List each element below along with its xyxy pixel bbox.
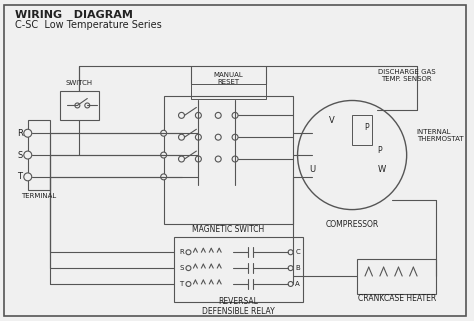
Circle shape	[195, 156, 201, 162]
Circle shape	[186, 266, 191, 271]
Circle shape	[195, 112, 201, 118]
Text: R: R	[17, 129, 23, 138]
Text: CRANKCASE HEATER: CRANKCASE HEATER	[357, 294, 436, 303]
Text: V: V	[329, 116, 335, 125]
Text: INTERNAL
THERMOSTAT: INTERNAL THERMOSTAT	[417, 129, 463, 142]
Circle shape	[215, 134, 221, 140]
Bar	[191, 84, 266, 99]
Circle shape	[288, 282, 293, 286]
Circle shape	[24, 173, 32, 181]
Bar	[357, 259, 437, 294]
Text: P: P	[365, 123, 369, 132]
Circle shape	[232, 156, 238, 162]
Text: C: C	[295, 249, 300, 255]
Text: TERMINAL: TERMINAL	[21, 193, 56, 199]
Text: C-SC  Low Temperature Series: C-SC Low Temperature Series	[15, 20, 162, 30]
Circle shape	[195, 134, 201, 140]
Circle shape	[179, 134, 184, 140]
Circle shape	[24, 151, 32, 159]
Circle shape	[288, 266, 293, 271]
Text: REVERSAL
DEFENSIBLE RELAY: REVERSAL DEFENSIBLE RELAY	[201, 297, 274, 317]
Text: U: U	[310, 165, 316, 174]
Text: DISCHARGE GAS
TEMP. SENSOR: DISCHARGE GAS TEMP. SENSOR	[378, 69, 436, 82]
Text: MAGNETIC SWITCH: MAGNETIC SWITCH	[192, 225, 264, 234]
Text: A: A	[295, 281, 300, 287]
Text: MANUAL
RESET: MANUAL RESET	[213, 72, 243, 85]
Text: COMPRESSOR: COMPRESSOR	[326, 220, 379, 229]
Text: T: T	[179, 281, 183, 287]
Text: WIRING   DIAGRAM: WIRING DIAGRAM	[15, 10, 133, 20]
Circle shape	[179, 156, 184, 162]
Text: S: S	[179, 265, 184, 271]
Text: P: P	[378, 146, 382, 155]
Circle shape	[179, 112, 184, 118]
Bar	[164, 96, 292, 224]
Circle shape	[85, 103, 90, 108]
Circle shape	[215, 112, 221, 118]
Text: T: T	[18, 172, 22, 181]
Text: SWITCH: SWITCH	[66, 80, 93, 86]
Circle shape	[232, 112, 238, 118]
Circle shape	[75, 103, 80, 108]
Text: W: W	[378, 165, 386, 174]
Circle shape	[298, 100, 407, 210]
Text: R: R	[179, 249, 184, 255]
Circle shape	[161, 130, 167, 136]
Bar	[28, 120, 50, 190]
Text: S: S	[17, 151, 22, 160]
Circle shape	[288, 250, 293, 255]
Circle shape	[24, 129, 32, 137]
Circle shape	[232, 134, 238, 140]
Bar	[173, 237, 302, 302]
Bar	[352, 115, 372, 145]
Circle shape	[215, 156, 221, 162]
Circle shape	[186, 250, 191, 255]
Bar	[60, 91, 99, 120]
Circle shape	[186, 282, 191, 286]
Text: B: B	[295, 265, 300, 271]
Circle shape	[161, 174, 167, 180]
Circle shape	[161, 152, 167, 158]
